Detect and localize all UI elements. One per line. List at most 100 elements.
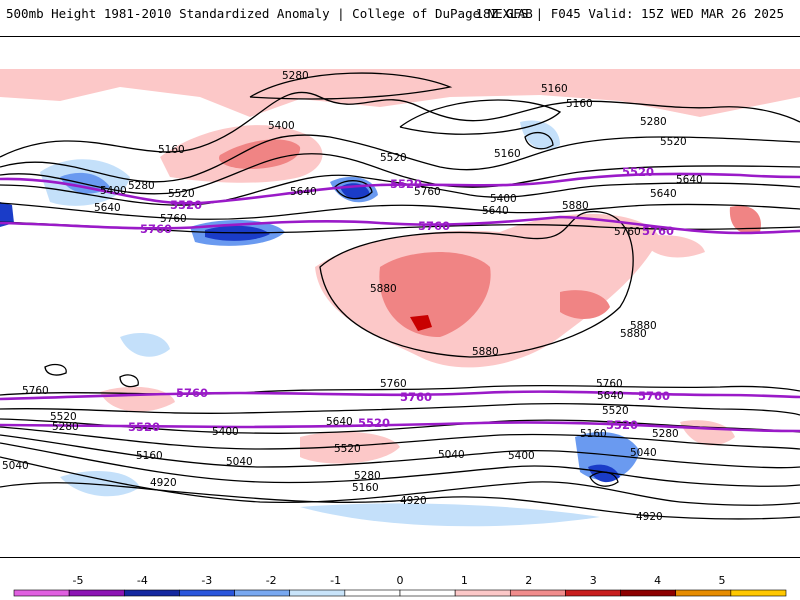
model-run-valid-time: 18Z GFS | F045 Valid: 15Z WED MAR 26 202… xyxy=(475,6,784,21)
purple-contour-label: 5520 xyxy=(358,416,390,430)
contour-label: 5400 xyxy=(212,426,239,438)
purple-contour-label: 5520 xyxy=(128,420,160,434)
contour-label: 5160 xyxy=(158,144,185,156)
purple-contour-label: 5760 xyxy=(418,219,450,233)
contour-label: 5640 xyxy=(482,205,509,217)
contour-label: 5760 xyxy=(160,213,187,225)
contour-label: 5760 xyxy=(22,385,49,397)
contour-label: 5160 xyxy=(566,98,593,110)
purple-contour-label: 5760 xyxy=(176,386,208,400)
reference-contour-labels: 5520 5520 5520 5760 5760 5760 5760 5760 … xyxy=(128,165,674,434)
contour-sh-5640 xyxy=(0,403,800,416)
contour-sh-5280 xyxy=(0,434,800,469)
negative-anomaly-australia xyxy=(120,333,170,357)
colorbar-swatch xyxy=(179,589,235,597)
contour-nh-5160 xyxy=(0,91,800,158)
contour-label: 5400 xyxy=(100,185,127,197)
contour-label: 5040 xyxy=(2,460,29,472)
negative-anomaly-canada xyxy=(520,120,560,150)
contour-label: 5160 xyxy=(352,482,379,494)
contour-label: 5760 xyxy=(614,226,641,238)
colorbar-swatch xyxy=(13,589,70,597)
colorbar-swatch xyxy=(509,589,566,597)
contour-nh-5400 xyxy=(0,153,800,195)
purple-contour-label: 5520 xyxy=(606,418,638,432)
contour-label: 5520 xyxy=(50,411,77,423)
contour-nh-5280 xyxy=(0,134,800,183)
colorbar-tick-label: 0 xyxy=(397,574,404,587)
contour-label: 5640 xyxy=(650,188,677,200)
contour-label: 4920 xyxy=(150,477,177,489)
purple-contour-label: 5520 xyxy=(170,198,202,212)
contour-label: 5280 xyxy=(52,421,79,433)
colorbar-tick-label: 2 xyxy=(525,574,532,587)
positive-anomaly-npac-core xyxy=(219,139,301,169)
colorbar-tick-label: 5 xyxy=(719,574,726,587)
contour-label: 5760 xyxy=(380,378,407,390)
colorbar-tick-label: 4 xyxy=(654,574,661,587)
contour-nh-5640 xyxy=(0,202,800,220)
positive-anomaly-mideast xyxy=(729,205,761,234)
purple-contour-label: 5760 xyxy=(400,390,432,404)
contour-label: 5160 xyxy=(580,428,607,440)
purple-contour-5760-nh xyxy=(0,215,800,235)
positive-anomaly-sh-1 xyxy=(300,431,400,464)
contour-atlantic-5880 xyxy=(319,210,634,358)
colorbar-swatch xyxy=(68,589,125,597)
purple-contour-5760-sh xyxy=(0,390,800,401)
contour-label: 5880 xyxy=(562,200,589,212)
contour-label: 5880 xyxy=(620,328,647,340)
contour-label: 5640 xyxy=(94,202,121,214)
negative-anomaly-antarctic xyxy=(300,503,600,527)
contour-sh-indian-small xyxy=(44,363,67,376)
colorbar-tick-label: -1 xyxy=(330,574,341,587)
contour-label: 5760 xyxy=(414,186,441,198)
colorbar-swatches xyxy=(13,589,787,597)
contour-label: 5640 xyxy=(597,390,624,402)
positive-anomaly-sh-2 xyxy=(100,386,175,412)
contour-label: 5640 xyxy=(326,416,353,428)
contour-label: 5760 xyxy=(596,378,623,390)
purple-contour-label: 5520 xyxy=(390,177,422,191)
contour-label: 5400 xyxy=(490,193,517,205)
contour-label: 5640 xyxy=(676,174,703,186)
positive-anomaly-sh-3 xyxy=(680,420,735,446)
purple-contour-label: 5760 xyxy=(140,222,172,236)
contour-label: 5160 xyxy=(494,148,521,160)
colorbar-tick-label: -3 xyxy=(201,574,212,587)
map-panel: 5280 5160 5160 5400 5280 5160 5520 5160 … xyxy=(0,36,800,558)
colorbar-swatch xyxy=(730,589,787,597)
contour-australia-small xyxy=(119,374,139,388)
purple-contour-label: 5760 xyxy=(642,224,674,238)
contour-arctic-5280 xyxy=(249,72,453,100)
contour-label: 5040 xyxy=(226,456,253,468)
contour-label: 5640 xyxy=(290,186,317,198)
contour-label: 5280 xyxy=(128,180,155,192)
contour-label: 5280 xyxy=(640,116,667,128)
contour-sh-4920 xyxy=(0,482,800,520)
positive-anomaly-arctic xyxy=(0,69,800,117)
negative-anomaly-west-edge xyxy=(0,202,14,227)
positive-anomaly-atlantic-peak xyxy=(410,315,432,331)
contour-sh-low xyxy=(589,471,619,487)
colorbar-legend: -5 -4 -3 -2 -1 0 1 2 3 4 5 xyxy=(13,574,787,597)
anomaly-shading xyxy=(0,69,800,527)
colorbar-tick-labels: -5 -4 -3 -2 -1 0 1 2 3 4 5 xyxy=(73,574,726,587)
colorbar-swatch xyxy=(344,589,401,597)
contour-label: 5400 xyxy=(268,120,295,132)
positive-anomaly-atlantic-core xyxy=(379,252,491,337)
contour-label: 5880 xyxy=(630,320,657,332)
colorbar-swatch xyxy=(620,589,677,597)
colorbar-tick-label: -2 xyxy=(266,574,277,587)
colorbar-swatch xyxy=(123,589,180,597)
colorbar-swatch xyxy=(675,589,732,597)
header: 500mb Height 1981-2010 Standardized Anom… xyxy=(0,0,800,36)
colorbar-swatch xyxy=(289,589,346,597)
contour-label: 5520 xyxy=(660,136,687,148)
positive-anomaly-africa xyxy=(560,290,610,319)
colorbar-swatch xyxy=(565,589,621,597)
colorbar-tick-label: -5 xyxy=(73,574,84,587)
contour-label: 5400 xyxy=(508,450,535,462)
contour-sh-5400 xyxy=(0,426,800,450)
height-contours xyxy=(0,72,800,520)
